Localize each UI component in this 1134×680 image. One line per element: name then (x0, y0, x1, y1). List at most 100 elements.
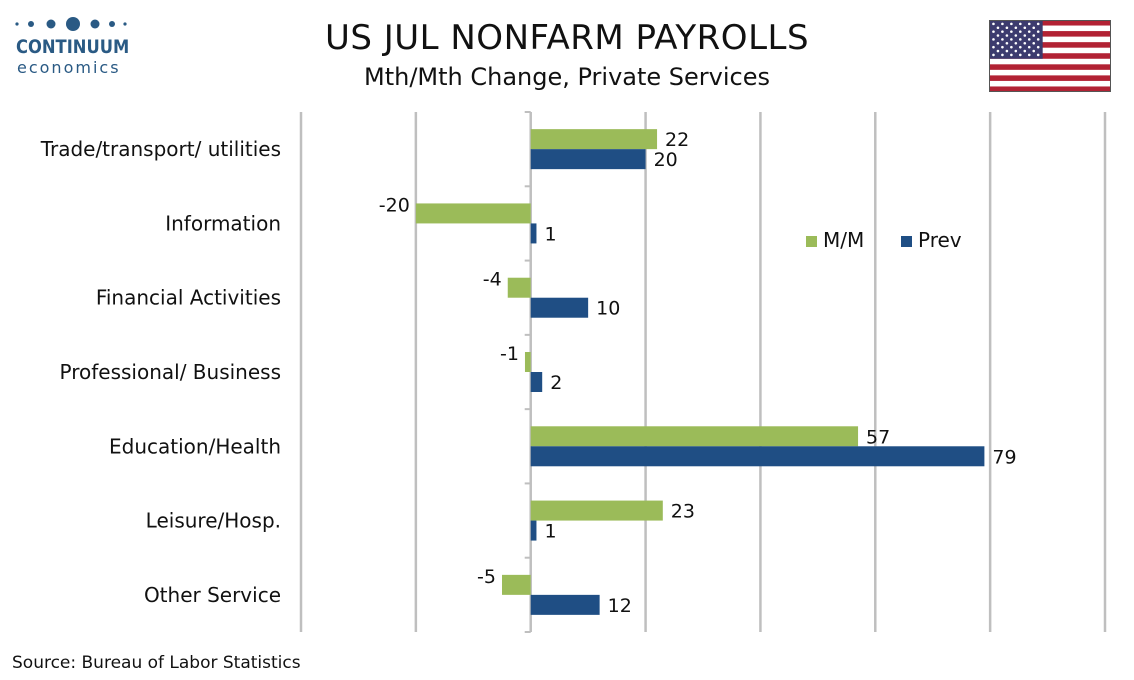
flag-star (1001, 22, 1004, 26)
data-label: 10 (596, 298, 620, 320)
flag-star (1014, 26, 1018, 30)
flag-star (1001, 38, 1004, 41)
flag-star (1014, 49, 1018, 53)
flag-star (992, 38, 995, 41)
data-label: 23 (671, 501, 695, 523)
logo-subtitle: economics (17, 58, 121, 77)
flag-star (1005, 41, 1009, 45)
flag-star (992, 22, 995, 26)
data-label: -1 (500, 343, 519, 365)
source-note: Source: Bureau of Labor Statistics (12, 653, 301, 673)
flag-star (1032, 26, 1036, 30)
legend-swatch-prev (901, 236, 912, 247)
bar-prev (530, 149, 646, 170)
flag-star (992, 45, 995, 49)
flag-star (996, 26, 1000, 30)
us-flag-icon (989, 20, 1111, 92)
continuum-logo: CONTINUUM economics (14, 12, 144, 78)
legend-swatch-mm (806, 236, 817, 247)
category-label: Education/Health (109, 434, 281, 458)
flag-star (996, 41, 1000, 45)
category-label: Professional/ Business (60, 360, 281, 384)
flag-stripe (989, 86, 1111, 92)
category-label: Other Service (144, 583, 281, 607)
bar-mm (530, 129, 658, 150)
flag-star (1010, 45, 1013, 49)
flag-star (1036, 53, 1040, 57)
data-label: 2 (550, 372, 562, 394)
bar-prev (530, 297, 589, 318)
bar-mm (530, 426, 859, 447)
legend-label-prev: Prev (918, 228, 962, 252)
flag-star (1014, 41, 1018, 45)
flag-star (1001, 53, 1004, 57)
bar-mm (415, 203, 531, 224)
bar-prev (530, 446, 985, 467)
category-label: Leisure/Hosp. (146, 509, 281, 533)
bar-mm (502, 574, 531, 595)
flag-star (1023, 41, 1027, 45)
bar-mm (524, 352, 531, 372)
category-label: Trade/transport/ utilities (40, 137, 281, 161)
flag-star (1036, 45, 1040, 49)
flag-star (1010, 30, 1013, 33)
flag-star (1005, 34, 1009, 37)
flag-star (1027, 38, 1031, 41)
flag-star (1023, 26, 1027, 30)
flag-star (1005, 49, 1009, 53)
flag-star (1014, 34, 1018, 37)
flag-star (1027, 22, 1031, 26)
flag-stripe (989, 42, 1111, 48)
flag-star (1036, 30, 1040, 33)
flag-stripe (989, 75, 1111, 81)
flag-star (996, 49, 1000, 53)
logo-name: CONTINUUM (16, 36, 130, 58)
flag-star (1032, 49, 1036, 53)
flag-stripe (989, 20, 1111, 26)
flag-star (1027, 45, 1031, 49)
flag-border (989, 20, 1111, 92)
data-label: 1 (544, 521, 556, 543)
chart-subtitle: Mth/Mth Change, Private Services (363, 63, 771, 91)
flag-star (1032, 41, 1036, 45)
flag-star (1023, 49, 1027, 53)
legend-label-mm: M/M (823, 228, 864, 252)
data-label: 57 (866, 426, 890, 448)
flag-star (1010, 53, 1013, 57)
flag-star (992, 53, 995, 57)
bar-prev (530, 520, 537, 541)
flag-star (1019, 45, 1022, 49)
data-label: -20 (379, 194, 410, 216)
data-label: 1 (544, 223, 556, 245)
flag-star (1032, 34, 1036, 37)
flag-star (1019, 30, 1022, 33)
flag-star (1019, 38, 1022, 41)
bar-mm (530, 500, 663, 521)
flag-star (1001, 30, 1004, 33)
category-label: Financial Activities (96, 286, 281, 310)
bar-prev (530, 372, 543, 392)
flag-star (996, 34, 1000, 37)
data-label: 12 (608, 595, 632, 617)
flag-star (1010, 38, 1013, 41)
flag-star (1023, 34, 1027, 37)
flag-star (1019, 53, 1022, 57)
data-label: 22 (665, 129, 689, 151)
logo-dots-icon (15, 17, 127, 31)
flag-star (1027, 30, 1031, 33)
chart-title: US JUL NONFARM PAYROLLS (324, 18, 810, 58)
flag-star (1019, 22, 1022, 26)
flag-star (992, 30, 995, 33)
bar-prev (530, 223, 537, 244)
flag-star (1010, 22, 1013, 26)
flag-star (1036, 22, 1040, 26)
data-label: 79 (992, 446, 1016, 468)
bar-prev (530, 594, 600, 615)
flag-stripe (989, 53, 1111, 59)
flag-star (1005, 26, 1009, 30)
category-label: Information (165, 211, 281, 235)
bar-mm (507, 277, 531, 298)
flag-star (1001, 45, 1004, 49)
flag-stripe (989, 64, 1111, 70)
